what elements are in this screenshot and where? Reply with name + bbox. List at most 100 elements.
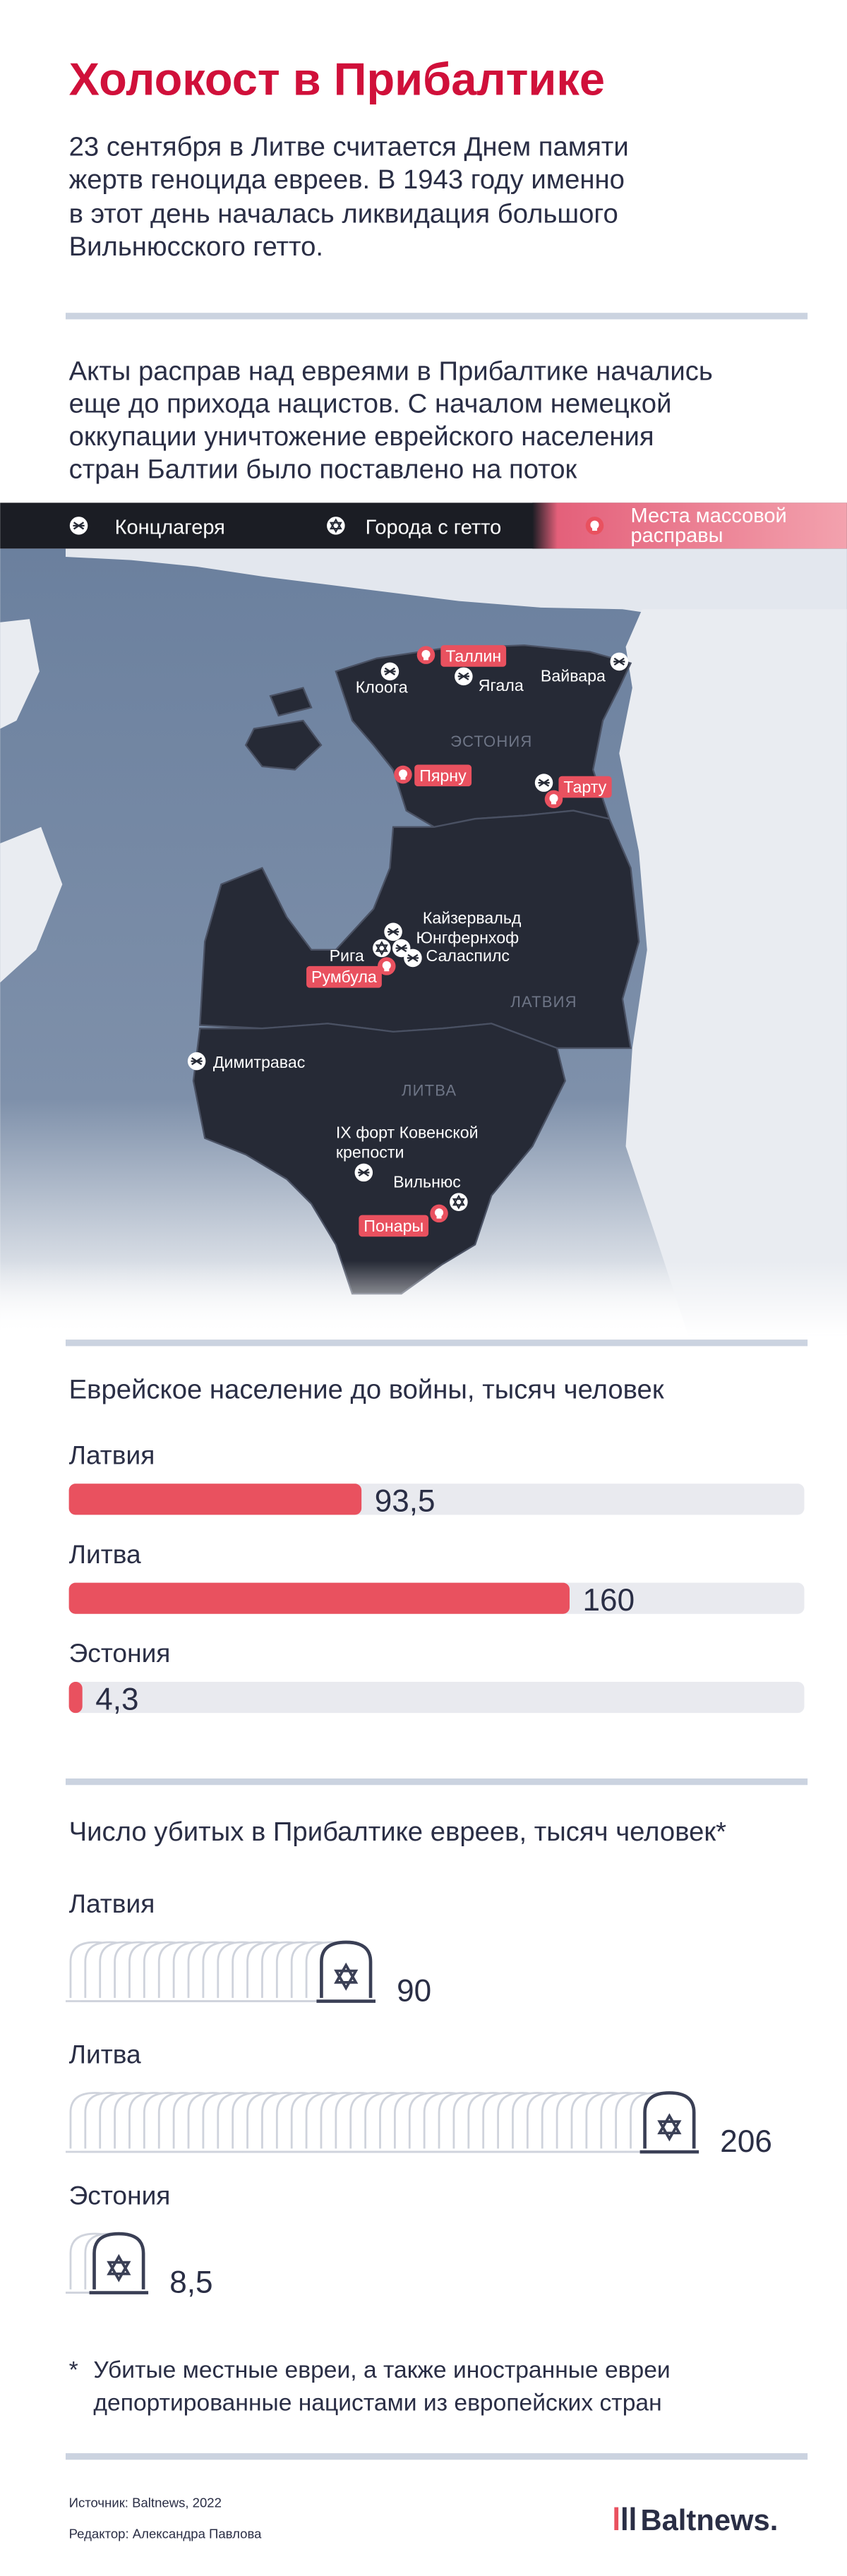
value-label: 93,5: [375, 1484, 435, 1519]
logo-bar: [622, 2507, 627, 2531]
category-label: Эстония: [69, 1638, 171, 1668]
footnote-line: депортированные нацистами из европейских…: [93, 2390, 661, 2416]
place: Рига: [330, 922, 422, 975]
island: [244, 719, 323, 771]
icon-star: [452, 1194, 465, 1210]
place-label: Вайвара: [541, 666, 606, 685]
lead-line: в этот день началась ликвидация большого: [69, 199, 618, 229]
divider: [65, 2452, 808, 2460]
killed-chart: Число убитых в Прибалтике евреев, тысяч …: [65, 1817, 772, 2300]
place-label: IX форт Ковенской: [336, 1124, 479, 1142]
intro-line: стран Балтии было поставлено на поток: [69, 455, 577, 485]
icon-jaw: [436, 1215, 442, 1219]
lead-line: жертв геноцида евреев. В 1943 году именн…: [69, 164, 625, 195]
category-label: Латвия: [69, 1889, 155, 1918]
intro-line: оккупации уничтожение еврейского населен…: [69, 421, 654, 452]
map-labels: ЭСТОНИЯ ЛАТВИЯ ЛИТВА Таллин Клоога Ягала Ва…: [187, 645, 629, 1237]
place: Пярну: [394, 764, 472, 787]
place-label: Саласпилс: [426, 946, 510, 965]
divider: [65, 1340, 808, 1347]
place-label: Румбула: [311, 968, 377, 986]
massacre-icon: [544, 790, 563, 809]
icon-circle: [450, 1193, 468, 1211]
place-highlight: [440, 645, 507, 667]
baltic-states: [192, 644, 640, 1295]
icon-wire: [613, 657, 625, 666]
place: Таллин: [416, 645, 507, 667]
place: Румбула: [306, 965, 382, 988]
place-label: Понары: [364, 1217, 424, 1235]
place: Клоога: [356, 662, 408, 697]
camp-icon: [384, 922, 402, 941]
legend-highlight: [532, 502, 847, 549]
place-label: Пярну: [419, 766, 467, 785]
logo: Baltnews.: [614, 2503, 778, 2536]
chart-title: Число убитых в Прибалтике евреев, тысяч …: [69, 1817, 726, 1847]
icon-star: [329, 518, 342, 534]
camp-icon: [354, 1163, 373, 1182]
camp-icon: [69, 517, 88, 535]
population-chart: Еврейское население до войны, тысяч чело…: [68, 1375, 805, 1717]
footnote-mark: *: [69, 2357, 78, 2383]
pictogram-stone: [316, 1940, 376, 2003]
lead-line: 23 сентября в Литве считается Днем памят…: [69, 131, 629, 162]
lead-line: Вильнюсского гетто.: [69, 231, 323, 262]
country-label: ЭСТОНИЯ: [450, 733, 532, 750]
map: ЭСТОНИЯ ЛАТВИЯ ЛИТВА Таллин Клоога Ягала Ва…: [0, 548, 847, 1335]
place-highlight: [414, 764, 472, 787]
value-label: 90: [397, 1974, 431, 2009]
ghetto-icon: [373, 939, 391, 958]
ghetto-icon: [327, 517, 345, 535]
icon-wire: [457, 672, 469, 680]
place: Кайзервальд: [423, 909, 522, 927]
massacre-icon: [394, 765, 412, 784]
icon-wire: [191, 1057, 203, 1066]
ghetto-icon: [450, 1193, 468, 1211]
camp-icon: [404, 949, 422, 968]
place-label: Юнгфернхоф: [416, 929, 519, 947]
bar-track: [68, 1682, 805, 1714]
island: [269, 687, 313, 717]
place: Димитравас: [187, 1052, 305, 1071]
category-label: Латвия: [69, 1440, 155, 1469]
icon-skull: [421, 649, 431, 659]
massacre-icon: [430, 1204, 448, 1223]
bar: [68, 1483, 362, 1515]
place-highlight: [558, 776, 612, 798]
category-label: Эстония: [69, 2180, 171, 2210]
place-label: Таллин: [445, 646, 501, 665]
camp-icon: [187, 1052, 206, 1071]
chart-title: Еврейское население до войны, тысяч чело…: [69, 1375, 664, 1405]
divider: [65, 1778, 808, 1786]
place-label: Кайзервальд: [423, 909, 522, 927]
category-label: Литва: [69, 1539, 141, 1569]
icon-skull: [435, 1208, 444, 1217]
place-label: крепости: [336, 1143, 404, 1162]
value-label: 4,3: [95, 1683, 138, 1717]
legend-label: Города с гетто: [366, 516, 502, 538]
logo-bar: [630, 2507, 635, 2531]
value-label: 8,5: [169, 2265, 212, 2300]
russia: [619, 609, 847, 1335]
stone-star: [107, 2253, 131, 2282]
icon-skull: [382, 961, 391, 970]
icon-circle: [327, 517, 345, 535]
icon-wire: [384, 667, 396, 675]
bar: [68, 1582, 570, 1614]
camp-icon: [610, 652, 629, 671]
country-label: ЛАТВИЯ: [510, 993, 577, 1011]
intro-line: Акты расправ над евреями в Прибалтике на…: [69, 356, 713, 386]
place: Вайвара: [541, 652, 629, 685]
icon-jaw: [400, 777, 406, 780]
place-highlight: [359, 1215, 429, 1237]
icon-wire: [358, 1168, 370, 1177]
legend-label: Места массовой: [631, 505, 787, 527]
place: Вильнюс: [393, 1172, 468, 1211]
place-highlight: [306, 965, 382, 988]
icon-circle: [373, 939, 391, 958]
finland: [65, 548, 847, 642]
icon-skull: [398, 769, 408, 778]
logo-bar: [614, 2507, 619, 2531]
country-label: ЛИТВА: [402, 1081, 457, 1099]
